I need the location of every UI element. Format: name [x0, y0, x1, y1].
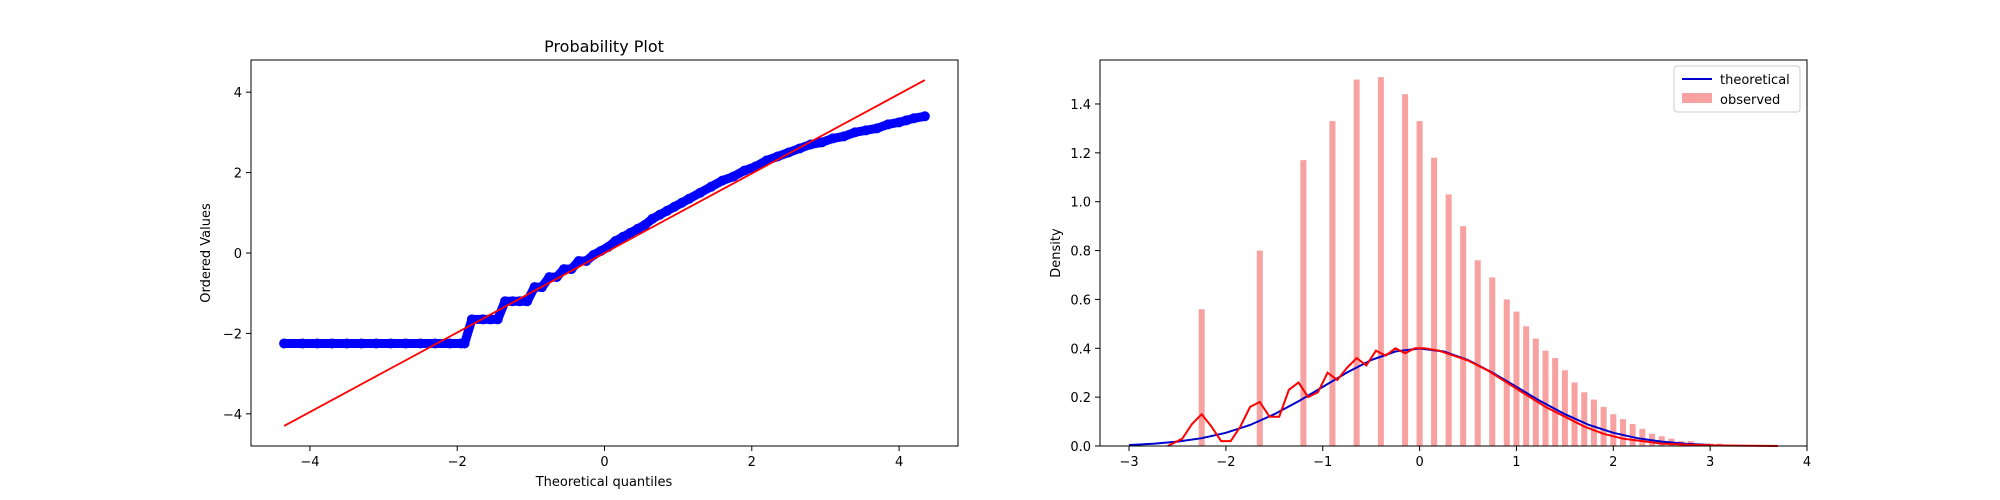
histogram-bar: [1581, 392, 1588, 446]
y-tick-label: 2: [234, 167, 242, 182]
data-point-run: [566, 256, 584, 274]
data-point: [327, 338, 338, 349]
histogram-bar: [1629, 424, 1636, 446]
legend-observed-swatch: [1682, 93, 1712, 103]
histogram-bar: [1474, 260, 1481, 446]
data-point: [297, 338, 308, 349]
observed-kde-curve: [1167, 347, 1778, 447]
y-tick-label: 0.8: [1070, 245, 1091, 260]
data-point: [385, 338, 396, 349]
histogram-bar: [1256, 250, 1263, 446]
histogram-bar: [1353, 79, 1360, 446]
x-tick-label: 0: [600, 455, 608, 470]
y-tick-label: 0: [234, 247, 242, 262]
y-axis-label: Density: [1049, 228, 1064, 278]
data-point-run: [493, 296, 510, 324]
x-tick-label: 2: [1609, 455, 1617, 470]
x-tick-label: 4: [895, 455, 903, 470]
legend: theoretical observed: [1673, 65, 1801, 113]
data-point-run: [909, 111, 930, 123]
histogram-bar: [1377, 77, 1384, 447]
histogram-bar: [1552, 358, 1559, 446]
x-tick-label: 4: [1803, 455, 1811, 470]
histogram-bar: [1513, 311, 1520, 446]
x-tick-label: 1: [1512, 455, 1520, 470]
data-point: [444, 338, 455, 349]
x-tick-label: −1: [1313, 455, 1332, 470]
histogram-bar: [1639, 428, 1646, 446]
y-tick-label: 1.2: [1070, 147, 1091, 162]
plot-frame: [250, 59, 959, 447]
legend-observed-label: observed: [1720, 93, 1780, 108]
x-tick-label: 2: [748, 455, 756, 470]
data-point: [415, 338, 426, 349]
histogram-bar: [1532, 338, 1539, 446]
y-tick-label: 0.0: [1070, 440, 1091, 455]
data-point: [356, 338, 367, 349]
data-point: [341, 338, 352, 349]
y-tick-label: 0.6: [1070, 293, 1091, 308]
x-axis-label: Theoretical quantiles: [535, 475, 673, 490]
data-point-run: [552, 264, 569, 282]
histogram-bar: [1300, 160, 1307, 446]
probability-plot: Probability Plot −4 −2 0 2 4 −4 −2 0 2 4 Theoreti…: [199, 37, 959, 490]
histogram-bar: [1198, 309, 1205, 446]
x-tick-label: 3: [1706, 455, 1714, 470]
chart-title: Probability Plot: [544, 37, 664, 56]
x-tick-label: 0: [1415, 455, 1423, 470]
histogram-bar: [1445, 194, 1452, 446]
histogram-bar: [1590, 399, 1597, 446]
data-point: [371, 338, 382, 349]
histogram-bar: [1460, 226, 1467, 446]
y-tick-label: 0.4: [1070, 342, 1091, 357]
histogram-bar: [1431, 157, 1438, 447]
x-tick-label: −2: [448, 455, 467, 470]
y-tick-label: 4: [234, 86, 242, 101]
data-point-run: [460, 314, 477, 348]
y-tick-label: −2: [223, 327, 242, 342]
histogram-bar: [1600, 406, 1607, 446]
histogram-bar: [1402, 94, 1409, 447]
data-point: [400, 338, 411, 349]
histogram-bar: [1329, 121, 1336, 446]
x-tick-label: −3: [1119, 455, 1138, 470]
data-point: [312, 338, 323, 349]
histogram-bar: [1416, 121, 1423, 446]
data-point: [279, 338, 290, 349]
data-point-run: [522, 282, 540, 306]
y-tick-label: 1.0: [1070, 196, 1091, 211]
histogram-bar: [1523, 326, 1530, 446]
x-tick-label: −4: [300, 455, 319, 470]
y-tick-label: 1.4: [1070, 98, 1091, 113]
y-axis-label: Ordered Values: [199, 203, 214, 303]
histogram-bar: [1619, 419, 1626, 446]
fit-line: [283, 79, 926, 427]
histogram-bar: [1610, 414, 1617, 446]
density-plot: −3 −2 −1 0 1 2 3 4 0.0 0.2 0.4 0.6 0.8 1.0 1.2 1.4 Dens…: [1049, 59, 1811, 470]
histogram-bar: [1571, 382, 1578, 446]
x-tick-label: −2: [1216, 455, 1235, 470]
data-point: [514, 296, 525, 307]
histogram-bar: [1542, 350, 1549, 446]
y-tick-label: −4: [223, 408, 242, 423]
plot-frame: [1099, 59, 1808, 447]
histogram-bar: [1561, 370, 1568, 446]
legend-theoretical-label: theoretical: [1720, 73, 1790, 88]
histogram-bar: [1489, 277, 1496, 446]
y-tick-label: 0.2: [1070, 391, 1091, 406]
histogram-bar: [1503, 299, 1510, 446]
